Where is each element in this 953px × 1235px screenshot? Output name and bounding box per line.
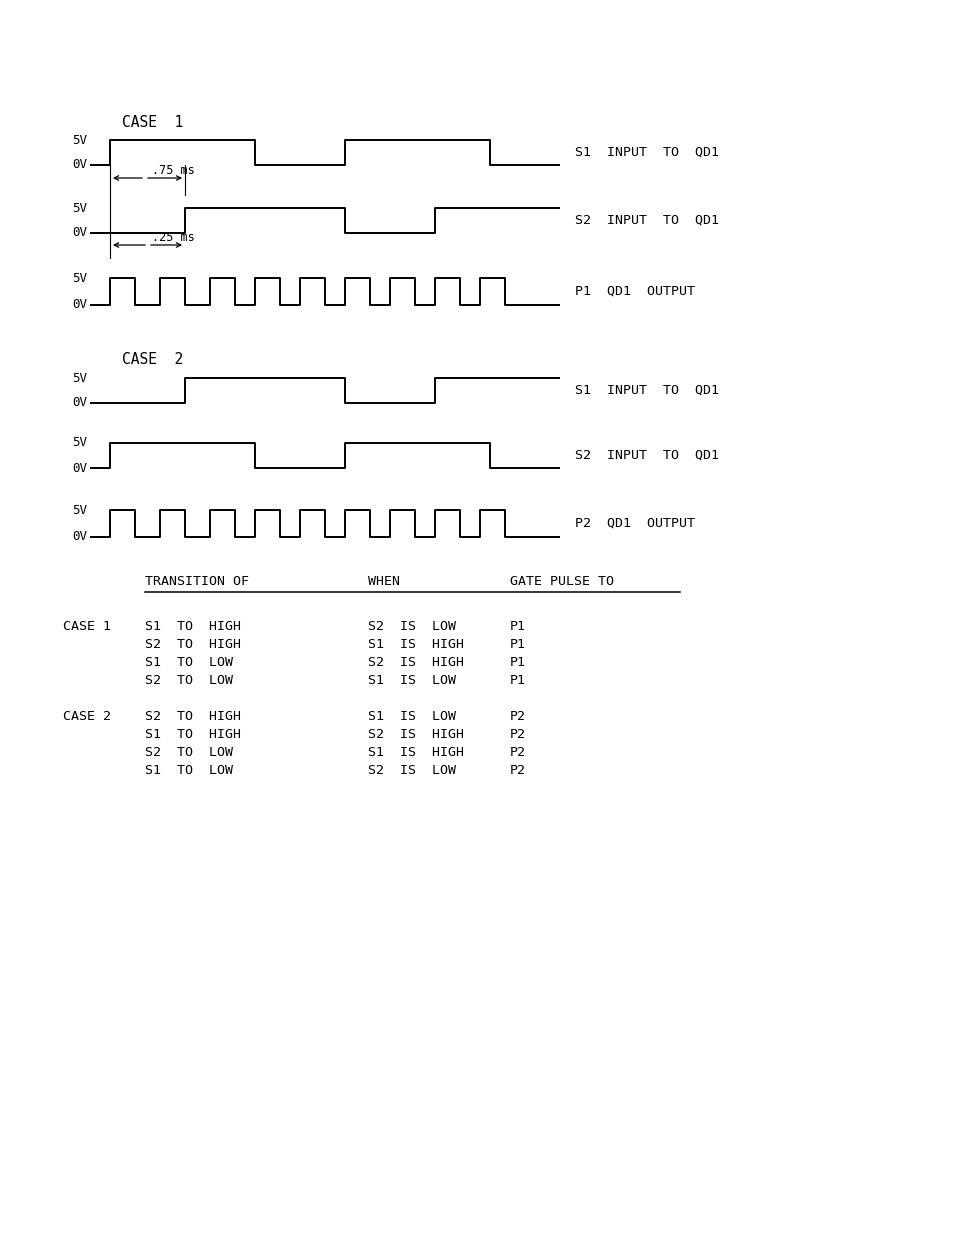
Text: S1  IS  LOW: S1 IS LOW — [368, 710, 456, 722]
Text: S2  INPUT  TO  QD1: S2 INPUT TO QD1 — [575, 214, 719, 227]
Text: P1: P1 — [510, 638, 525, 651]
Text: S1  TO  HIGH: S1 TO HIGH — [145, 620, 241, 634]
Text: .25 ms: .25 ms — [152, 231, 194, 245]
Text: 0V: 0V — [71, 396, 87, 410]
Text: S1  TO  LOW: S1 TO LOW — [145, 656, 233, 669]
Text: P1: P1 — [510, 656, 525, 669]
Text: 0V: 0V — [71, 462, 87, 474]
Text: S2  TO  LOW: S2 TO LOW — [145, 674, 233, 687]
Text: P1: P1 — [510, 674, 525, 687]
Text: 5V: 5V — [71, 272, 87, 284]
Text: CASE  2: CASE 2 — [122, 352, 183, 367]
Text: S2  INPUT  TO  QD1: S2 INPUT TO QD1 — [575, 450, 719, 462]
Text: .75 ms: .75 ms — [152, 164, 194, 177]
Text: CASE 2: CASE 2 — [63, 710, 111, 722]
Text: S1  IS  LOW: S1 IS LOW — [368, 674, 456, 687]
Text: 0V: 0V — [71, 531, 87, 543]
Text: CASE 1: CASE 1 — [63, 620, 111, 634]
Text: P1: P1 — [510, 620, 525, 634]
Text: S1  TO  LOW: S1 TO LOW — [145, 764, 233, 777]
Text: P2: P2 — [510, 764, 525, 777]
Text: P1  QD1  OUTPUT: P1 QD1 OUTPUT — [575, 285, 695, 298]
Text: TRANSITION OF: TRANSITION OF — [145, 576, 249, 588]
Text: P2: P2 — [510, 710, 525, 722]
Text: P2: P2 — [510, 746, 525, 760]
Text: S2  TO  HIGH: S2 TO HIGH — [145, 638, 241, 651]
Text: S1  TO  HIGH: S1 TO HIGH — [145, 727, 241, 741]
Text: P2  QD1  OUTPUT: P2 QD1 OUTPUT — [575, 517, 695, 530]
Text: 5V: 5V — [71, 504, 87, 516]
Text: S1  IS  HIGH: S1 IS HIGH — [368, 746, 463, 760]
Text: 5V: 5V — [71, 201, 87, 215]
Text: 5V: 5V — [71, 372, 87, 384]
Text: 0V: 0V — [71, 299, 87, 311]
Text: S1  IS  HIGH: S1 IS HIGH — [368, 638, 463, 651]
Text: S1  INPUT  TO  QD1: S1 INPUT TO QD1 — [575, 384, 719, 396]
Text: 5V: 5V — [71, 133, 87, 147]
Text: S2  IS  HIGH: S2 IS HIGH — [368, 656, 463, 669]
Text: CASE  1: CASE 1 — [122, 115, 183, 130]
Text: S2  TO  LOW: S2 TO LOW — [145, 746, 233, 760]
Text: 0V: 0V — [71, 158, 87, 172]
Text: S2  TO  HIGH: S2 TO HIGH — [145, 710, 241, 722]
Text: WHEN: WHEN — [368, 576, 399, 588]
Text: GATE PULSE TO: GATE PULSE TO — [510, 576, 614, 588]
Text: S2  IS  LOW: S2 IS LOW — [368, 620, 456, 634]
Text: S1  INPUT  TO  QD1: S1 INPUT TO QD1 — [575, 146, 719, 159]
Text: S2  IS  LOW: S2 IS LOW — [368, 764, 456, 777]
Text: 0V: 0V — [71, 226, 87, 240]
Text: S2  IS  HIGH: S2 IS HIGH — [368, 727, 463, 741]
Text: P2: P2 — [510, 727, 525, 741]
Text: 5V: 5V — [71, 436, 87, 450]
